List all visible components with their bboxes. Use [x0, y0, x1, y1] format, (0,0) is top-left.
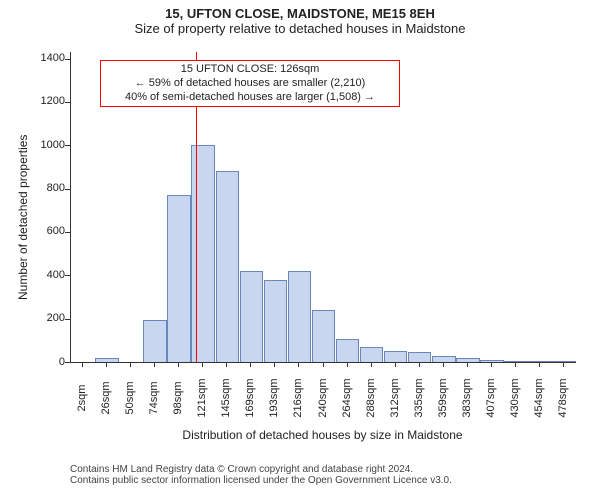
x-tick-mark: [106, 362, 107, 367]
x-tick-mark: [419, 362, 420, 367]
chart-title-line2: Size of property relative to detached ho…: [0, 21, 600, 36]
histogram-bar: [360, 347, 384, 362]
histogram-bar: [480, 360, 504, 362]
x-tick-label: 26sqm: [100, 371, 112, 425]
x-tick-mark: [154, 362, 155, 367]
x-tick-mark: [491, 362, 492, 367]
histogram-bar: [408, 352, 432, 362]
chart-title-line1: 15, UFTON CLOSE, MAIDSTONE, ME15 8EH: [0, 0, 600, 21]
x-tick-label: 50sqm: [124, 371, 136, 425]
x-tick-label: 407sqm: [485, 371, 497, 425]
x-tick-label: 335sqm: [413, 371, 425, 425]
y-tick-label: 200: [25, 312, 65, 324]
annotation-box: 15 UFTON CLOSE: 126sqm ← 59% of detached…: [100, 60, 400, 107]
x-tick-label: 478sqm: [557, 371, 569, 425]
y-tick-label: 1400: [25, 52, 65, 64]
x-tick-label: 193sqm: [268, 371, 280, 425]
x-tick-label: 240sqm: [317, 371, 329, 425]
x-tick-label: 216sqm: [292, 371, 304, 425]
histogram-bar: [432, 356, 456, 363]
x-tick-label: 145sqm: [220, 371, 232, 425]
x-tick-mark: [82, 362, 83, 367]
x-tick-label: 383sqm: [461, 371, 473, 425]
y-tick-label: 600: [25, 225, 65, 237]
x-tick-label: 121sqm: [196, 371, 208, 425]
x-tick-label: 169sqm: [244, 371, 256, 425]
y-tick-mark: [65, 275, 70, 276]
footer-line1: Contains HM Land Registry data © Crown c…: [70, 464, 452, 475]
histogram-bar: [528, 361, 552, 362]
y-tick-mark: [65, 319, 70, 320]
y-tick-mark: [65, 362, 70, 363]
x-tick-mark: [539, 362, 540, 367]
x-tick-mark: [250, 362, 251, 367]
histogram-bar: [264, 280, 288, 362]
y-tick-mark: [65, 102, 70, 103]
histogram-bar: [240, 271, 264, 362]
histogram-bar: [552, 361, 576, 362]
annotation-line3: 40% of semi-detached houses are larger (…: [105, 91, 395, 105]
y-tick-mark: [65, 232, 70, 233]
annotation-line1: 15 UFTON CLOSE: 126sqm: [105, 63, 395, 77]
y-tick-label: 0: [25, 356, 65, 368]
footer-line2: Contains public sector information licen…: [70, 475, 452, 486]
histogram-bar: [312, 310, 336, 362]
x-tick-mark: [178, 362, 179, 367]
x-tick-mark: [274, 362, 275, 367]
x-tick-label: 264sqm: [341, 371, 353, 425]
x-tick-label: 2sqm: [76, 371, 88, 425]
y-tick-label: 400: [25, 269, 65, 281]
y-tick-mark: [65, 59, 70, 60]
histogram-bar: [504, 361, 528, 362]
y-tick-label: 1200: [25, 95, 65, 107]
y-tick-mark: [65, 145, 70, 146]
x-tick-label: 74sqm: [148, 371, 160, 425]
histogram-bar: [95, 358, 119, 362]
x-tick-label: 98sqm: [172, 371, 184, 425]
x-tick-label: 312sqm: [389, 371, 401, 425]
x-tick-mark: [371, 362, 372, 367]
x-tick-mark: [323, 362, 324, 367]
x-tick-mark: [347, 362, 348, 367]
x-axis-label: Distribution of detached houses by size …: [70, 428, 575, 442]
y-tick-label: 800: [25, 182, 65, 194]
x-tick-mark: [443, 362, 444, 367]
histogram-bar: [336, 339, 360, 362]
x-tick-mark: [395, 362, 396, 367]
histogram-bar: [384, 351, 408, 362]
x-tick-label: 454sqm: [533, 371, 545, 425]
x-tick-mark: [515, 362, 516, 367]
x-tick-mark: [298, 362, 299, 367]
histogram-bar: [216, 171, 240, 362]
x-tick-mark: [563, 362, 564, 367]
chart-container: 15, UFTON CLOSE, MAIDSTONE, ME15 8EH Siz…: [0, 0, 600, 500]
x-tick-mark: [130, 362, 131, 367]
x-tick-label: 359sqm: [437, 371, 449, 425]
histogram-bar: [456, 358, 480, 362]
x-tick-mark: [202, 362, 203, 367]
histogram-bar: [143, 320, 167, 362]
y-tick-label: 1000: [25, 139, 65, 151]
x-tick-label: 288sqm: [365, 371, 377, 425]
y-tick-mark: [65, 189, 70, 190]
x-tick-label: 430sqm: [509, 371, 521, 425]
histogram-bar: [288, 271, 312, 362]
x-tick-mark: [226, 362, 227, 367]
annotation-line2: ← 59% of detached houses are smaller (2,…: [105, 77, 395, 91]
footer-attribution: Contains HM Land Registry data © Crown c…: [70, 464, 452, 486]
histogram-bar: [167, 195, 191, 362]
x-tick-mark: [467, 362, 468, 367]
